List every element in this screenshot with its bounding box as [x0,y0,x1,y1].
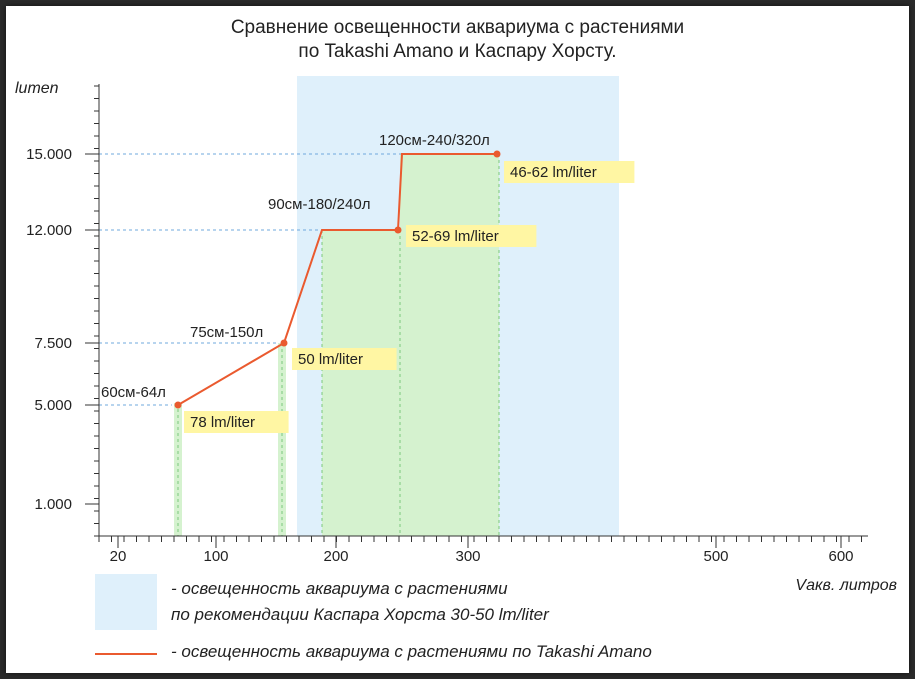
chart-title-line-2: по Takashi Amano и Каспару Хорсту. [298,41,617,62]
chart-title-line-1: Сравнение освещенности аквариума с расте… [230,17,685,38]
chart-panel: Сравнение освещенности аквариума с расте… [6,6,909,673]
ratio-label-bg [292,348,397,370]
ratio-label-bg [406,225,537,247]
ratio-label-bg [504,161,635,183]
legend-horst-label-line-2: по рекомендации Каспара Хорста 30-50 lm/… [171,605,549,624]
data-point-label: 120см-240/320л [379,132,490,149]
data-point-label: 60см-64л [101,384,166,401]
ratio-label: 50 lm/liter [298,351,363,368]
ratio-label-bg [184,411,289,433]
y-axis-label: lumen [15,80,59,97]
ratio-label: 78 lm/liter [190,414,255,431]
data-point-marker [280,339,288,347]
x-tick-label: 300 [455,548,480,565]
y-tick-label: 12.000 [26,222,72,239]
x-axis-label: Vакв. литров [795,577,897,594]
green-band-180-240 [322,230,400,536]
y-tick-label: 7.500 [34,335,72,352]
legend-amano-line [95,653,157,655]
x-tick-label: 200 [323,548,348,565]
data-point-marker [493,150,501,158]
green-band-240-320 [400,154,499,536]
legend-horst-swatch [95,574,157,630]
y-tick-label: 5.000 [34,397,72,414]
data-point-marker [394,226,402,234]
ratio-label: 52-69 lm/liter [412,228,499,245]
x-tick-label: 20 [110,548,127,565]
y-tick-label: 15.000 [26,146,72,163]
x-tick-label: 600 [828,548,853,565]
legend-amano-label: - освещенность аквариума с растениями по… [171,642,652,661]
data-point-label: 75см-150л [190,324,263,341]
x-tick-label: 100 [203,548,228,565]
amano-series-line [177,153,497,406]
data-point-marker [174,401,182,409]
x-tick-label: 500 [703,548,728,565]
y-tick-label: 1.000 [34,496,72,513]
data-point-label: 90см-180/240л [268,196,370,213]
chart-title: Сравнение освещенности аквариума с расте… [6,16,909,64]
legend-horst-label-line-1: - освещенность аквариума с растениями [171,579,508,598]
ratio-label: 46-62 lm/liter [510,164,597,181]
chart-plot: lumen 1.000 5.000 7.500 12.000 15.000 20 100 200… [15,76,897,594]
